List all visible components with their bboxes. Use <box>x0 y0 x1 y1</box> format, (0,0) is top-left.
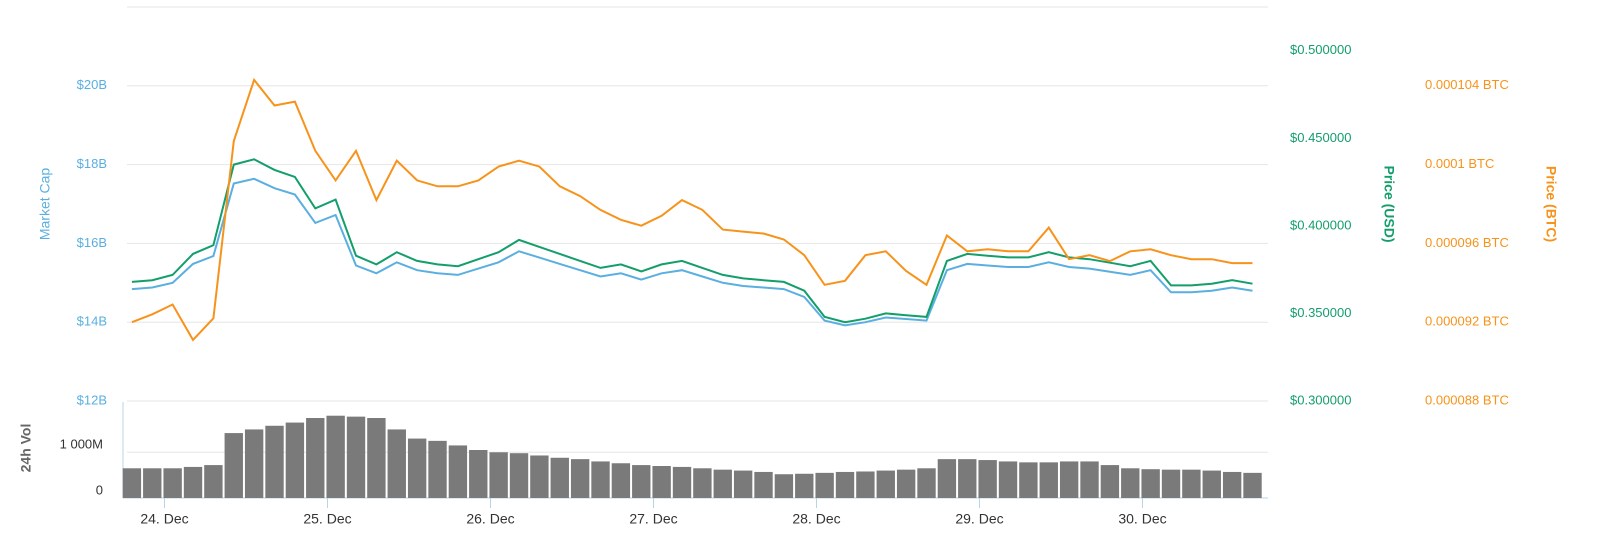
volume-bar <box>1019 462 1038 498</box>
y3-tick-label: 0.000092 BTC <box>1425 314 1509 329</box>
volume-bar <box>326 415 345 498</box>
y3-axis-title: Price (BTC) <box>1543 166 1559 242</box>
volume-bar <box>1141 469 1160 498</box>
volume-bar <box>530 455 549 498</box>
volume-bar <box>407 438 427 498</box>
y-tick-label: $12B <box>77 392 107 407</box>
volume-bar <box>143 468 162 498</box>
volume-bar <box>306 418 325 498</box>
x-tick-label: 29. Dec <box>955 511 1003 527</box>
volume-bar <box>774 474 794 498</box>
volume-bar <box>285 422 305 498</box>
volume-bar <box>1080 461 1099 498</box>
volume-bar <box>672 466 692 498</box>
x-tick-label: 25. Dec <box>303 511 351 527</box>
volume-bar <box>652 466 671 498</box>
y3-tick-label: 0.000104 BTC <box>1425 77 1509 92</box>
y-tick-label: $16B <box>77 235 107 250</box>
y2-tick-label: $0.400000 <box>1290 217 1351 232</box>
volume-bar <box>224 433 243 498</box>
y3-tick-label: 0.0001 BTC <box>1425 156 1494 171</box>
volume-bar <box>387 429 406 498</box>
x-tick-label: 28. Dec <box>792 511 840 527</box>
series-line <box>131 158 1253 324</box>
volume-bar <box>1100 465 1120 498</box>
volume-bar <box>1121 468 1140 498</box>
volume-bar <box>244 429 264 498</box>
y2-tick-label: $0.350000 <box>1290 305 1351 320</box>
volume-bar <box>754 471 773 498</box>
y3-tick-label: 0.000096 BTC <box>1425 235 1509 250</box>
volume-bar <box>1182 469 1201 498</box>
volume-bar <box>122 468 142 498</box>
volume-bar <box>265 425 284 498</box>
y-tick-label: $18B <box>77 156 107 171</box>
volume-bar <box>163 468 182 498</box>
volume-bar <box>611 463 631 498</box>
volume-bar <box>693 468 712 498</box>
volume-bar <box>1059 461 1079 498</box>
y2-tick-label: $0.450000 <box>1290 130 1351 145</box>
volume-bar <box>1039 462 1058 498</box>
x-tick-label: 26. Dec <box>466 511 514 527</box>
y-axis-title: Market Cap <box>37 168 53 241</box>
volume-bar <box>998 461 1018 498</box>
x-tick-label: 27. Dec <box>629 511 677 527</box>
volume-bar <box>367 418 386 498</box>
volume-bar <box>896 469 916 498</box>
volume-bar <box>428 440 447 498</box>
volume-bar <box>937 459 957 498</box>
y2-tick-label: $0.300000 <box>1290 392 1351 407</box>
volume-bar <box>876 470 895 498</box>
volume-bar <box>570 459 590 498</box>
volume-bar <box>204 465 223 498</box>
volume-bar <box>835 471 855 498</box>
volume-bar <box>550 457 569 498</box>
y2-tick-label: $0.500000 <box>1290 42 1351 57</box>
volume-bar <box>183 466 203 498</box>
volume-bar <box>1202 470 1221 498</box>
volume-bar <box>346 416 366 498</box>
y-tick-label: $20B <box>77 77 107 92</box>
volume-bar <box>509 453 529 498</box>
volume-axis-title: 24h Vol <box>18 424 34 473</box>
y-tick-label: 0 <box>96 482 103 497</box>
x-tick-label: 30. Dec <box>1118 511 1166 527</box>
series-line <box>131 77 1253 342</box>
series-line <box>131 177 1253 327</box>
x-tick-label: 24. Dec <box>140 511 188 527</box>
volume-bar <box>917 468 936 498</box>
y2-axis-title: Price (USD) <box>1381 165 1397 242</box>
volume-bar <box>469 450 488 498</box>
y3-tick-label: 0.000088 BTC <box>1425 392 1509 407</box>
volume-bar <box>978 460 997 498</box>
volume-bar <box>1222 471 1242 498</box>
volume-bar <box>1161 469 1181 498</box>
volume-bar <box>856 471 875 498</box>
volume-bar <box>713 469 732 498</box>
volume-bar <box>958 459 977 498</box>
volume-bar <box>632 465 651 498</box>
volume-bar <box>1243 472 1262 498</box>
y-tick-label: 1 000M <box>60 437 103 452</box>
y-tick-label: $14B <box>77 314 107 329</box>
volume-bar <box>733 470 753 498</box>
volume-bar <box>795 473 814 498</box>
volume-bar <box>591 461 610 498</box>
volume-bar <box>815 472 834 498</box>
volume-bar <box>489 452 508 498</box>
volume-bar <box>448 445 468 498</box>
